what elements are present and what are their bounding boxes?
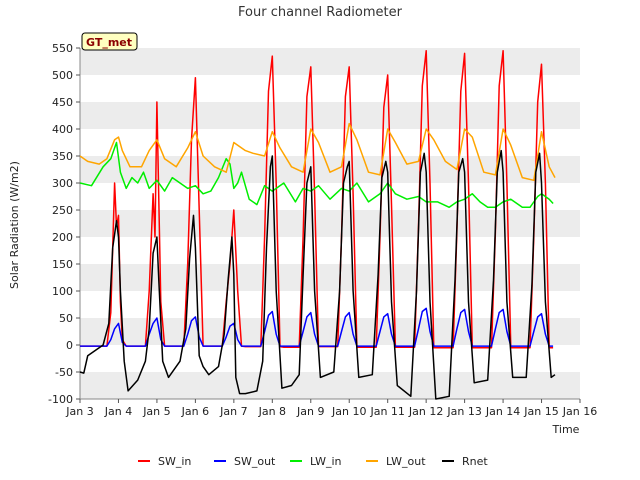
legend: SW_in SW_out LW_in LW_out Rnet	[138, 455, 488, 468]
grid-band	[80, 48, 580, 75]
x-tick-label: Jan 13	[446, 405, 481, 418]
badge-box	[81, 32, 138, 51]
legend-label: Rnet	[462, 455, 488, 468]
y-tick-label: 450	[52, 96, 73, 109]
x-tick-label: Jan 16	[562, 405, 597, 418]
y-tick-label: 100	[52, 285, 73, 298]
x-tick-label: Jan 11	[369, 405, 404, 418]
y-tick-label: 400	[52, 123, 73, 136]
y-tick-label: 550	[52, 42, 73, 55]
y-tick-label: 200	[52, 231, 73, 244]
y-tick-label: 50	[59, 312, 73, 325]
legend-item-lw_in: LW_in	[290, 455, 342, 468]
x-tick-label: Jan 14	[485, 405, 520, 418]
legend-label: LW_out	[386, 455, 426, 468]
legend-item-rnet: Rnet	[442, 455, 488, 468]
series-line-rnet	[79, 149, 556, 400]
x-tick-label: Jan 10	[331, 405, 366, 418]
grid-band	[80, 372, 580, 399]
y-axis-title: Solar Radiation (W/m2)	[8, 161, 21, 289]
series-line-lw_out	[79, 122, 556, 182]
x-axis-title: Time	[552, 423, 580, 436]
y-tick-label: 500	[52, 69, 73, 82]
x-tick-label: Jan 4	[104, 405, 132, 418]
y-tick-label: 150	[52, 258, 73, 271]
x-axis-ticks: Jan 3 Jan 4 Jan 5 Jan 6 Jan 7 Jan 8 Jan 9 Jan 1…	[65, 399, 597, 418]
x-tick-label: Jan 9	[296, 405, 324, 418]
y-tick-label: 300	[52, 177, 73, 190]
series-line-sw_out	[80, 307, 554, 347]
station-badge: GT_met	[81, 32, 138, 51]
x-tick-label: Jan 3	[65, 405, 93, 418]
x-tick-label: Jan 15	[523, 405, 558, 418]
legend-label: SW_in	[158, 455, 191, 468]
x-tick-label: Jan 8	[258, 405, 286, 418]
grid-band	[80, 264, 580, 291]
legend-label: LW_in	[310, 455, 342, 468]
y-tick-label: 350	[52, 150, 73, 163]
legend-item-sw_out: SW_out	[214, 455, 276, 468]
series-line-sw_in	[80, 49, 554, 349]
plot-lines	[79, 49, 556, 400]
series-line-lw_in	[79, 141, 554, 209]
y-tick-label: -50	[55, 366, 73, 379]
chart-title: Four channel Radiometer	[238, 5, 403, 20]
grid-band	[80, 210, 580, 237]
legend-item-sw_in: SW_in	[138, 455, 191, 468]
x-tick-label: Jan 7	[219, 405, 247, 418]
x-tick-label: Jan 6	[181, 405, 209, 418]
grid-band	[80, 102, 580, 129]
y-tick-label: 0	[66, 339, 73, 352]
x-tick-label: Jan 12	[408, 405, 443, 418]
y-tick-label: -100	[48, 393, 73, 406]
badge-label: GT_met	[86, 36, 132, 49]
x-tick-label: Jan 5	[142, 405, 170, 418]
y-tick-label: 250	[52, 204, 73, 217]
legend-label: SW_out	[234, 455, 276, 468]
legend-item-lw_out: LW_out	[366, 455, 426, 468]
grid-band	[80, 156, 580, 183]
y-axis-ticks: -100 -50 0 50 100 150 200 250 300 350 400 450 500 550	[48, 42, 80, 406]
